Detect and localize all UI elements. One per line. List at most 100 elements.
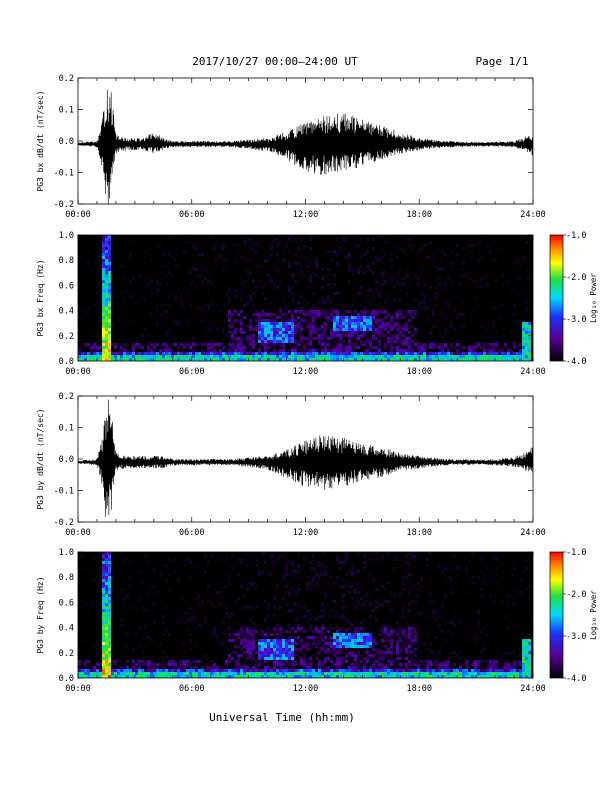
x-tick-label: 06:00	[179, 210, 205, 220]
spectrogram-cell	[102, 313, 105, 316]
spectrogram-cell	[327, 358, 330, 361]
spectrogram-cell	[417, 669, 420, 672]
spectrogram-cell	[108, 648, 111, 651]
spectrogram-cell	[279, 627, 282, 630]
spectrogram-cell	[252, 304, 255, 307]
spectrogram-cell	[126, 669, 129, 672]
spectrogram-cell	[210, 343, 213, 346]
spectrogram-cell	[285, 642, 288, 645]
spectrogram-cell	[102, 672, 105, 675]
spectrogram-cell	[102, 349, 105, 352]
spectrogram-cell	[96, 355, 99, 358]
spectrogram-cell	[330, 316, 333, 319]
spectrogram-cell	[267, 352, 270, 355]
x-tick-label: 18:00	[406, 367, 432, 377]
spectrogram-cell	[234, 328, 237, 331]
spectrogram-cell	[516, 319, 519, 322]
spectrogram-cell	[402, 582, 405, 585]
spectrogram-cell	[519, 651, 522, 654]
spectrogram-cell	[102, 555, 105, 558]
spectrogram-cell	[444, 675, 447, 678]
spectrogram-cell	[282, 669, 285, 672]
spectrogram-cell	[111, 672, 114, 675]
spectrogram-cell	[168, 352, 171, 355]
spectrogram-cell	[102, 663, 105, 666]
spectrogram-cell	[201, 253, 204, 256]
spectrogram-cell	[360, 654, 363, 657]
spectrogram-cell	[261, 675, 264, 678]
spectrogram-cell	[285, 331, 288, 334]
spectrogram-cell	[405, 645, 408, 648]
spectrogram-cell	[432, 349, 435, 352]
spectrogram-cell	[426, 672, 429, 675]
spectrogram-cell	[306, 286, 309, 289]
spectrogram-cell	[129, 280, 132, 283]
spectrogram-cell	[198, 603, 201, 606]
spectrogram-cell	[321, 627, 324, 630]
spectrogram-cell	[207, 669, 210, 672]
spectrogram-cell	[243, 657, 246, 660]
spectrogram-cell	[408, 352, 411, 355]
spectrogram-cell	[309, 358, 312, 361]
spectrogram-cell	[183, 672, 186, 675]
spectrogram-cell	[270, 639, 273, 642]
spectrogram-cell	[381, 271, 384, 274]
spectrogram-cell	[327, 250, 330, 253]
spectrogram-cell	[402, 325, 405, 328]
spectrogram-cell	[444, 346, 447, 349]
spectrogram-cell	[123, 561, 126, 564]
spectrogram-cell	[108, 597, 111, 600]
spectrogram-cell	[288, 630, 291, 633]
spectrogram-cell	[249, 247, 252, 250]
spectrogram-cell	[369, 675, 372, 678]
spectrogram-cell	[201, 675, 204, 678]
spectrogram-cell	[468, 672, 471, 675]
spectrogram-cell	[333, 325, 336, 328]
spectrogram-cell	[306, 355, 309, 358]
spectrogram-cell	[315, 355, 318, 358]
spectrogram-cell	[453, 328, 456, 331]
spectrogram-cell	[474, 244, 477, 247]
spectrogram-cell	[222, 304, 225, 307]
spectrogram-cell	[351, 597, 354, 600]
spectrogram-cell	[417, 657, 420, 660]
spectrogram-cell	[168, 660, 171, 663]
spectrogram-cell	[411, 657, 414, 660]
spectrogram-cell	[306, 585, 309, 588]
spectrogram-cell	[528, 585, 531, 588]
spectrogram-cell	[279, 660, 282, 663]
spectrogram-cell	[96, 358, 99, 361]
spectrogram-cell	[360, 627, 363, 630]
spectrogram-cell	[114, 675, 117, 678]
spectrogram-cell	[174, 609, 177, 612]
spectrogram-cell	[300, 669, 303, 672]
spectrogram-cell	[249, 238, 252, 241]
spectrogram-cell	[492, 666, 495, 669]
spectrogram-cell	[222, 355, 225, 358]
spectrogram-cell	[465, 567, 468, 570]
spectrogram-cell	[276, 286, 279, 289]
spectrogram-cell	[321, 564, 324, 567]
spectrogram-cell	[249, 349, 252, 352]
spectrogram-cell	[189, 648, 192, 651]
spectrogram-cell	[357, 325, 360, 328]
spectrogram-cell	[360, 555, 363, 558]
spectrogram-cell	[219, 642, 222, 645]
spectrogram-cell	[339, 585, 342, 588]
spectrogram-cell	[357, 292, 360, 295]
spectrogram-cell	[411, 663, 414, 666]
spectrogram-cell	[231, 325, 234, 328]
spectrogram-cell	[381, 624, 384, 627]
spectrogram-cell	[252, 636, 255, 639]
spectrogram-cell	[111, 355, 114, 358]
spectrogram-cell	[372, 325, 375, 328]
spectrogram-cell	[234, 340, 237, 343]
spectrogram-cell	[366, 298, 369, 301]
spectrogram-cell	[306, 328, 309, 331]
spectrogram-cell	[384, 669, 387, 672]
spectrogram-cell	[291, 271, 294, 274]
spectrogram-cell	[105, 606, 108, 609]
spectrogram-cell	[444, 579, 447, 582]
spectrogram-cell	[402, 349, 405, 352]
spectrogram-cell	[360, 343, 363, 346]
